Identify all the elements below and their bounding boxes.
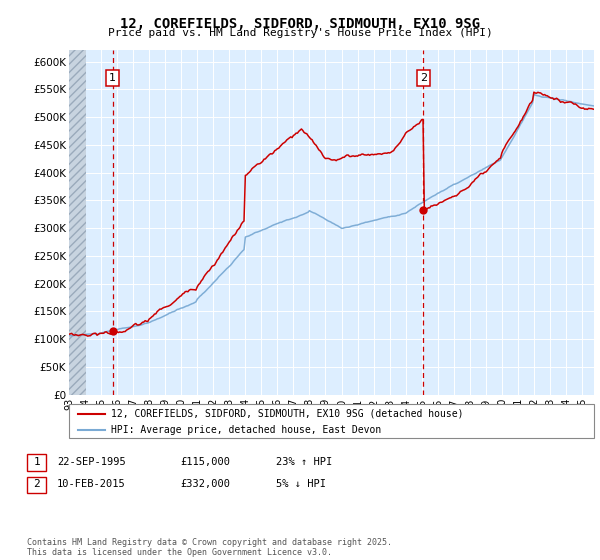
- Text: HPI: Average price, detached house, East Devon: HPI: Average price, detached house, East…: [111, 424, 381, 435]
- Text: Contains HM Land Registry data © Crown copyright and database right 2025.
This d: Contains HM Land Registry data © Crown c…: [27, 538, 392, 557]
- Text: 1: 1: [33, 457, 40, 467]
- Text: 2: 2: [420, 73, 427, 83]
- Text: 22-SEP-1995: 22-SEP-1995: [57, 457, 126, 467]
- Text: 12, COREFIELDS, SIDFORD, SIDMOUTH, EX10 9SG: 12, COREFIELDS, SIDFORD, SIDMOUTH, EX10 …: [120, 17, 480, 31]
- Text: 1: 1: [109, 73, 116, 83]
- Text: Price paid vs. HM Land Registry's House Price Index (HPI): Price paid vs. HM Land Registry's House …: [107, 28, 493, 38]
- Text: £332,000: £332,000: [180, 479, 230, 489]
- Text: 10-FEB-2015: 10-FEB-2015: [57, 479, 126, 489]
- Text: 5% ↓ HPI: 5% ↓ HPI: [276, 479, 326, 489]
- Text: £115,000: £115,000: [180, 457, 230, 467]
- Text: 2: 2: [33, 479, 40, 489]
- Text: 12, COREFIELDS, SIDFORD, SIDMOUTH, EX10 9SG (detached house): 12, COREFIELDS, SIDFORD, SIDMOUTH, EX10 …: [111, 409, 464, 419]
- Text: 23% ↑ HPI: 23% ↑ HPI: [276, 457, 332, 467]
